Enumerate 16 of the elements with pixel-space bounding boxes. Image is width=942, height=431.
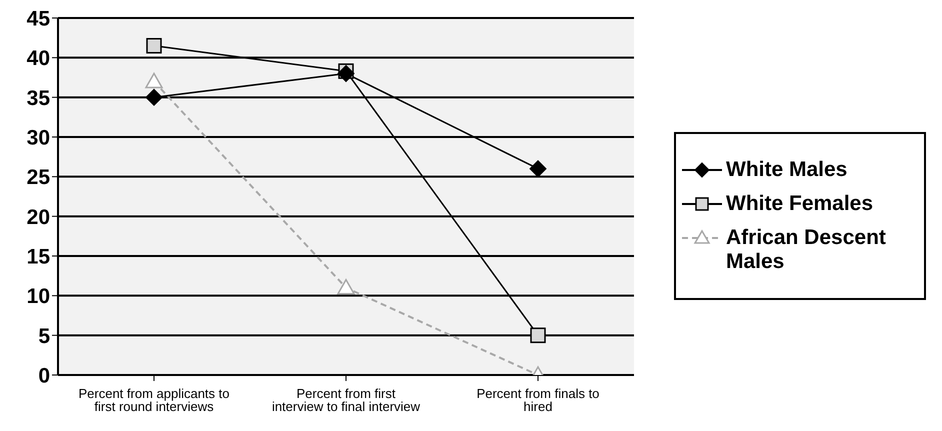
x-tick-label: Percent from finals to hired: [476, 386, 600, 414]
legend-label: White Females: [726, 192, 874, 216]
y-tick-label: 10: [26, 285, 50, 308]
y-tick-label: 30: [26, 126, 50, 150]
legend-label: African Descent Males: [726, 226, 887, 274]
y-tick-label: 0: [38, 364, 50, 388]
y-tick-label: 25: [26, 166, 50, 190]
y-tick-label: 20: [26, 206, 50, 229]
x-tick-label: Percent from applicants to first round interviews: [78, 386, 230, 414]
y-tick-label: 45: [26, 7, 50, 30]
y-tick-label: 35: [26, 86, 50, 110]
y-tick-label: 15: [26, 245, 50, 268]
y-tick-label: 40: [26, 47, 50, 70]
legend-label: White Males: [726, 158, 848, 182]
y-tick-label: 5: [38, 324, 50, 348]
x-tick-label: Percent from first interview to final interview: [272, 386, 421, 414]
